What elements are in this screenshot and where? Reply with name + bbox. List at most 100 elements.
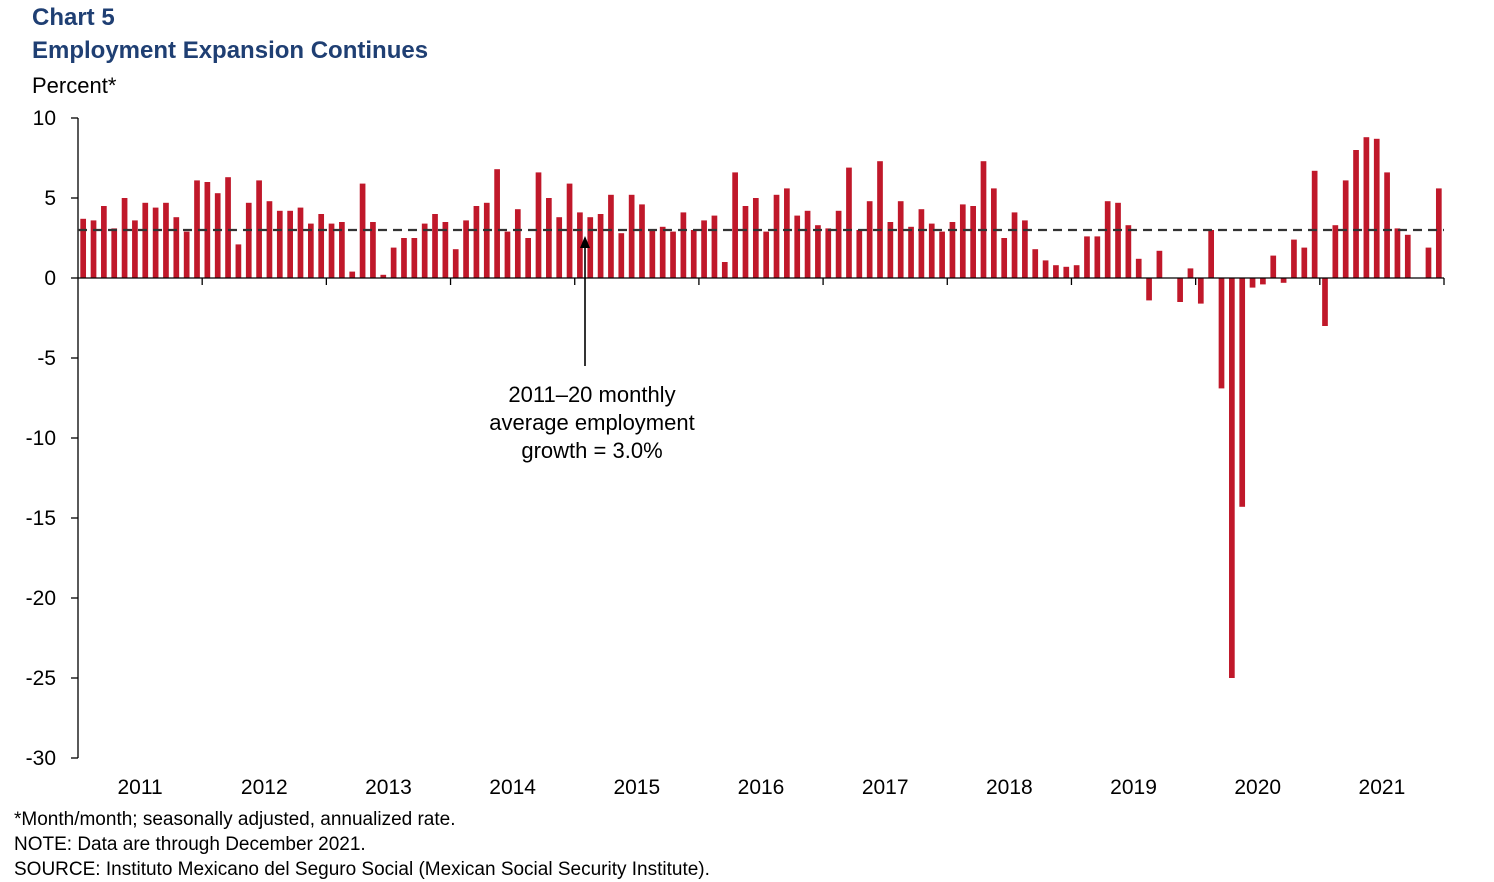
bar (1135, 258, 1142, 278)
bar (535, 172, 542, 278)
bar (1084, 236, 1090, 278)
bar (401, 238, 407, 278)
bar (1022, 220, 1028, 278)
bar (587, 217, 594, 278)
source-note: SOURCE: Instituto Mexicano del Seguro So… (14, 859, 710, 880)
average-annotation: 2011–20 monthly average employment growt… (452, 381, 732, 465)
bar (1394, 228, 1401, 278)
bar (442, 222, 449, 278)
bar (711, 215, 718, 278)
bar (1042, 260, 1049, 278)
bar (318, 214, 325, 278)
bar (204, 182, 211, 278)
bar (473, 206, 480, 278)
annotation-line-1: 2011–20 monthly (508, 382, 676, 407)
bar (1125, 225, 1132, 278)
bar (214, 193, 221, 278)
bar (349, 271, 356, 278)
bar (163, 202, 169, 278)
x-tick-label: 2018 (986, 776, 1033, 799)
bar (1435, 188, 1442, 278)
bar (1249, 278, 1256, 288)
footnote: *Month/month; seasonally adjusted, annua… (14, 809, 456, 830)
x-tick-label: 2011 (118, 776, 163, 799)
bar (339, 222, 345, 278)
x-tick-label: 2012 (241, 776, 288, 799)
bar (1208, 230, 1215, 278)
bar (597, 214, 604, 278)
y-tick-label: -30 (26, 747, 56, 770)
bar (618, 233, 625, 278)
bar (359, 183, 366, 278)
bar (1291, 239, 1297, 278)
bar (1332, 225, 1339, 278)
chart-notes: *Month/month; seasonally adjusted, annua… (14, 807, 710, 882)
x-tick-label: 2019 (1110, 776, 1157, 799)
bar (918, 209, 925, 278)
bar (421, 223, 428, 278)
bar (1104, 201, 1111, 278)
bar (608, 194, 614, 278)
bar (1218, 278, 1225, 389)
bar (680, 212, 687, 278)
bar (928, 223, 935, 278)
bar (825, 228, 832, 278)
bar (1311, 170, 1318, 278)
chart-title: Employment Expansion Continues (32, 37, 429, 64)
bar (1115, 202, 1121, 278)
y-tick-label: -5 (37, 347, 56, 370)
bar (245, 202, 252, 278)
bar (235, 244, 242, 278)
annotation-line-2: average employment (489, 410, 695, 435)
bar (1373, 138, 1380, 278)
y-tick-label: -25 (26, 667, 56, 690)
bar (1404, 234, 1411, 278)
bar (721, 262, 728, 278)
chart-number: Chart 5 (32, 4, 115, 31)
x-tick-label: 2017 (862, 776, 909, 799)
bar (432, 214, 438, 278)
bar (1073, 265, 1080, 278)
bar (908, 226, 914, 278)
bar (690, 230, 697, 278)
bar (307, 223, 314, 278)
bar (1177, 278, 1183, 302)
annotation-arrow-head (580, 236, 590, 248)
x-tick-label: 2015 (613, 776, 660, 799)
bar (80, 218, 87, 278)
bar (452, 249, 459, 278)
bar (90, 220, 97, 278)
x-tick-label: 2014 (489, 776, 536, 799)
bar (566, 183, 573, 278)
bar (670, 231, 676, 278)
bar (380, 274, 387, 278)
bar (101, 206, 107, 278)
y-tick-label: -10 (26, 427, 56, 450)
bar (132, 220, 138, 278)
bar (514, 209, 521, 278)
bar (887, 222, 894, 278)
bar (897, 201, 904, 278)
bar (525, 238, 532, 278)
bar (463, 220, 469, 278)
x-tick-label: 2016 (738, 776, 785, 799)
bar (142, 202, 149, 278)
y-tick-label: -15 (26, 507, 56, 530)
bar (483, 202, 490, 278)
bar (1353, 150, 1359, 278)
bar (1032, 249, 1039, 278)
bar (742, 206, 749, 278)
bar (773, 194, 780, 278)
y-tick-label: 5 (44, 187, 56, 210)
bar (846, 167, 852, 278)
bar (194, 180, 200, 278)
bar (494, 169, 500, 278)
x-tick-label: 2013 (365, 776, 412, 799)
bar (1280, 278, 1287, 283)
bar (1384, 172, 1390, 278)
bar (183, 231, 190, 278)
data-note: NOTE: Data are through December 2021. (14, 834, 366, 855)
bar (173, 217, 180, 278)
y-axis-unit-label: Percent* (32, 73, 117, 98)
bar (266, 201, 273, 278)
